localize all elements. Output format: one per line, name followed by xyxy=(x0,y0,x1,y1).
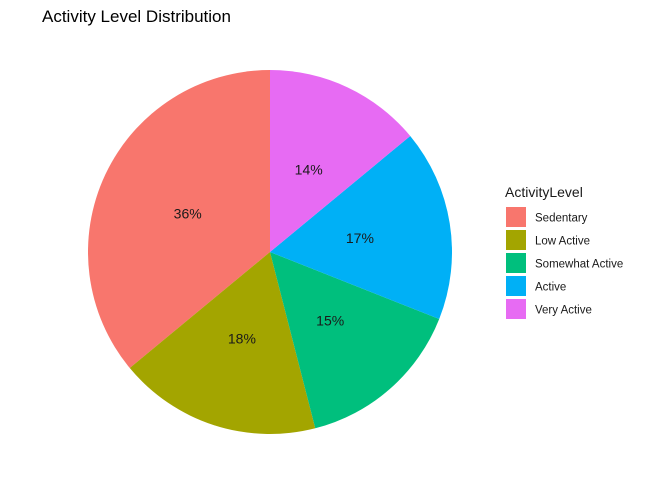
legend-label-somewhat-active: Somewhat Active xyxy=(535,259,623,271)
legend-key-active xyxy=(506,276,526,296)
pie-slice-somewhat-active xyxy=(270,252,440,429)
legend: ActivityLevel Sedentary Low Active Somewha… xyxy=(505,184,623,319)
pie-slice-active xyxy=(270,135,452,319)
pie-slice-very-active xyxy=(270,70,411,252)
pie-slice-low-active xyxy=(129,252,316,434)
legend-title: ActivityLevel xyxy=(505,184,583,200)
slice-label-sedentary: 36% xyxy=(174,205,202,221)
legend-key-sedentary xyxy=(506,207,526,227)
legend-key-somewhat-active xyxy=(506,253,526,273)
legend-key-very-active xyxy=(506,299,526,319)
legend-label-low-active: Low Active xyxy=(535,236,590,248)
pie-slice-sedentary xyxy=(88,70,270,369)
legend-label-active: Active xyxy=(535,282,566,294)
chart-title: Activity Level Distribution xyxy=(42,7,231,26)
slice-label-low-active: 18% xyxy=(228,331,256,347)
legend-key-low-active xyxy=(506,230,526,250)
legend-items: Sedentary Low Active Somewhat Active Active… xyxy=(506,207,623,319)
slice-label-very-active: 14% xyxy=(295,162,323,178)
slice-label-active: 17% xyxy=(346,230,374,246)
legend-label-very-active: Very Active xyxy=(535,305,592,317)
pie-slices xyxy=(88,70,452,434)
slice-label-somewhat-active: 15% xyxy=(316,312,344,328)
legend-label-sedentary: Sedentary xyxy=(535,213,588,225)
pie-slice-labels: 36% 18% 15% 17% 14% xyxy=(174,162,374,347)
